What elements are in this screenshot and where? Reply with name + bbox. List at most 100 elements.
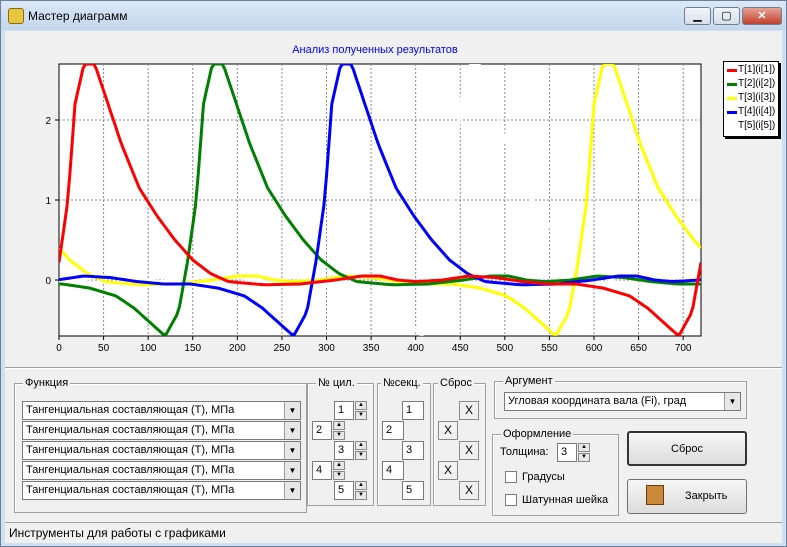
crank-label: Шатунная шейка: [522, 494, 609, 506]
spin-up-icon[interactable]: ▲: [578, 443, 590, 452]
chart-title: Анализ полученных результатов: [292, 44, 458, 56]
legend-item: T[3](i[3]): [727, 92, 779, 104]
thickness-spin[interactable]: 3 ▲ ▼: [557, 443, 591, 462]
x-tick-label: 150: [184, 343, 201, 354]
section-value-5[interactable]: 5: [402, 481, 424, 500]
close-window-button[interactable]: ✕: [742, 7, 782, 25]
function-combo-2[interactable]: Тангенциальная составляющая (T), МПа ▼: [22, 421, 301, 440]
cylinder-value-1[interactable]: 1: [334, 401, 354, 420]
spin-up-icon[interactable]: ▲: [355, 401, 367, 410]
section-value-4[interactable]: 4: [382, 461, 404, 480]
legend-swatch: [727, 83, 737, 86]
spin-up-icon[interactable]: ▲: [333, 421, 345, 430]
spin-down-icon[interactable]: ▼: [333, 471, 345, 480]
crank-checkbox[interactable]: [505, 494, 517, 506]
close-button[interactable]: Закрыть: [627, 479, 747, 514]
cylinder-group-label: № цил.: [316, 377, 357, 389]
legend-swatch: [727, 69, 737, 72]
legend-item: T[1](i[1]): [727, 64, 779, 76]
reset-group-label: Сброс: [438, 377, 474, 389]
chevron-down-icon[interactable]: ▼: [284, 462, 300, 479]
reset-series-5-button[interactable]: X: [459, 481, 479, 500]
reset-series-4-button[interactable]: X: [438, 461, 458, 480]
legend-label: T[4](i[4]): [738, 106, 776, 117]
cylinder-spin-2[interactable]: 2 ▲ ▼: [312, 421, 346, 440]
reset-series-1-button[interactable]: X: [459, 401, 479, 420]
argument-combo[interactable]: Угловая координата вала (Fi), град ▼: [504, 392, 741, 411]
section-group-label: №секц.: [381, 377, 423, 389]
chevron-down-icon[interactable]: ▼: [284, 422, 300, 439]
legend-label: T[3](i[3]): [738, 92, 776, 103]
chart-svg[interactable]: 0 50 100 150 200 250 300 350 400 450 500 550 600 650 7…: [5, 31, 782, 367]
cylinder-spin-5[interactable]: 5 ▲ ▼: [334, 481, 368, 500]
spin-down-icon[interactable]: ▼: [578, 453, 590, 462]
function-combo-1[interactable]: Тангенциальная составляющая (T), МПа ▼: [22, 401, 301, 420]
x-tick-label: 0: [56, 343, 62, 354]
reset-series-2-button[interactable]: X: [438, 421, 458, 440]
spin-down-icon[interactable]: ▼: [355, 451, 367, 460]
spin-down-icon[interactable]: ▼: [333, 431, 345, 440]
argument-group: Аргумент Угловая координата вала (Fi), г…: [494, 375, 747, 419]
function-combo-4[interactable]: Тангенциальная составляющая (T), МПа ▼: [22, 461, 301, 480]
cylinder-value-2[interactable]: 2: [312, 421, 332, 440]
y-tick-label: 2: [45, 116, 51, 127]
function-group-label: Функция: [23, 377, 71, 389]
cylinder-value-4[interactable]: 4: [312, 461, 332, 480]
section-value-2[interactable]: 2: [382, 421, 404, 440]
legend-item: T[5](i[5]): [727, 120, 779, 132]
section-value-1[interactable]: 1: [402, 401, 424, 420]
title-bar[interactable]: Мастер диаграмм ▁ ▢ ✕: [1, 1, 786, 30]
reset-button[interactable]: Сброс: [627, 431, 747, 466]
spin-down-icon[interactable]: ▼: [355, 411, 367, 420]
status-bar: Инструменты для работы с графиками: [5, 522, 782, 543]
degrees-checkbox[interactable]: [505, 471, 517, 483]
function-combo-3[interactable]: Тангенциальная составляющая (T), МПа ▼: [22, 441, 301, 460]
spin-up-icon[interactable]: ▲: [333, 461, 345, 470]
cylinder-spin-1[interactable]: 1 ▲ ▼: [334, 401, 368, 420]
reset-button-label: Сброс: [671, 443, 703, 455]
series-line-4: [59, 64, 701, 336]
series-line-1: [59, 64, 701, 336]
legend-item: T[2](i[2]): [727, 78, 779, 90]
chevron-down-icon[interactable]: ▼: [284, 402, 300, 419]
door-exit-icon: [646, 485, 664, 505]
cylinder-spin-4[interactable]: 4 ▲ ▼: [312, 461, 346, 480]
reset-group: Сброс X X X X X: [433, 377, 486, 506]
x-tick-label: 450: [452, 343, 469, 354]
design-group: Оформление Толщина: 3 ▲ ▼ Градусы Шатунная…: [492, 428, 619, 516]
legend-label: T[1](i[1]): [738, 64, 776, 75]
spin-up-icon[interactable]: ▲: [355, 441, 367, 450]
chevron-down-icon[interactable]: ▼: [284, 442, 300, 459]
maximize-button[interactable]: ▢: [713, 7, 740, 25]
spin-down-icon[interactable]: ▼: [355, 491, 367, 500]
reset-series-3-button[interactable]: X: [459, 441, 479, 460]
legend-swatch: [727, 125, 737, 128]
function-combo-5-value: Тангенциальная составляющая (T), МПа: [26, 484, 235, 496]
minimize-button[interactable]: ▁: [684, 7, 711, 25]
argument-group-label: Аргумент: [503, 375, 555, 387]
legend-item: T[4](i[4]): [727, 106, 779, 118]
x-tick-label: 300: [318, 343, 335, 354]
cylinder-value-3[interactable]: 3: [334, 441, 354, 460]
x-tick-label: 50: [98, 343, 110, 354]
design-group-label: Оформление: [501, 428, 574, 440]
thickness-label: Толщина:: [500, 446, 549, 458]
function-combo-5[interactable]: Тангенциальная составляющая (T), МПа ▼: [22, 481, 301, 500]
function-combo-2-value: Тангенциальная составляющая (T), МПа: [26, 424, 235, 436]
cylinder-spin-3[interactable]: 3 ▲ ▼: [334, 441, 368, 460]
spin-up-icon[interactable]: ▲: [355, 481, 367, 490]
x-tick-label: 700: [675, 343, 692, 354]
thickness-value[interactable]: 3: [557, 443, 577, 462]
cylinder-value-5[interactable]: 5: [334, 481, 354, 500]
chevron-down-icon[interactable]: ▼: [724, 393, 740, 410]
legend-label: T[5](i[5]): [738, 120, 776, 131]
section-value-3[interactable]: 3: [402, 441, 424, 460]
chart-area[interactable]: Анализ полученных результатов 0 50 100 150 2…: [5, 31, 782, 367]
function-combo-1-value: Тангенциальная составляющая (T), МПа: [26, 404, 235, 416]
window-title: Мастер диаграмм: [28, 9, 128, 23]
x-tick-label: 350: [363, 343, 380, 354]
section-group: №секц. 1 2 3 4 5: [377, 377, 431, 506]
series-line-2: [59, 64, 701, 336]
chevron-down-icon[interactable]: ▼: [284, 482, 300, 499]
